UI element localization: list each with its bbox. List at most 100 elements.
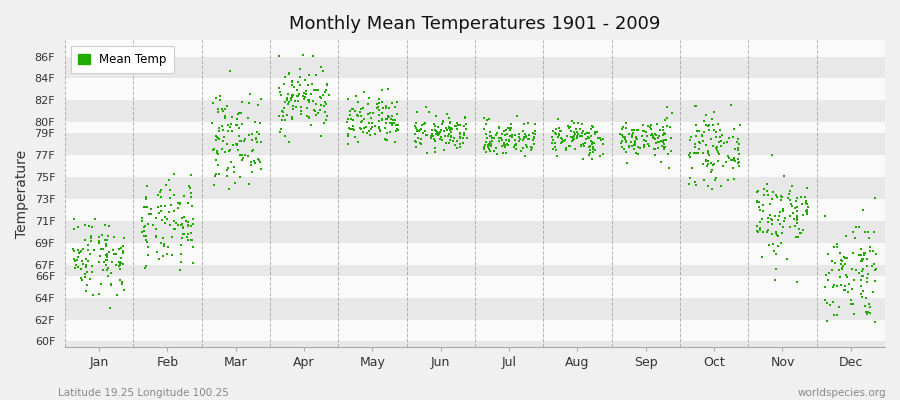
Point bbox=[509, 113, 524, 119]
Point bbox=[574, 133, 589, 140]
Point bbox=[78, 263, 93, 269]
Point bbox=[617, 135, 632, 141]
Point bbox=[709, 145, 724, 151]
Point bbox=[241, 100, 256, 106]
Point bbox=[289, 104, 303, 110]
Point bbox=[718, 159, 733, 165]
Point bbox=[216, 108, 230, 114]
Point bbox=[450, 144, 464, 151]
Point bbox=[491, 124, 506, 130]
Point bbox=[305, 53, 320, 59]
Point bbox=[751, 223, 765, 230]
Point bbox=[702, 152, 716, 158]
Point bbox=[626, 127, 640, 134]
Point bbox=[861, 301, 876, 307]
Point bbox=[498, 142, 512, 148]
Point bbox=[565, 137, 580, 143]
Point bbox=[497, 128, 511, 134]
Point bbox=[408, 131, 422, 137]
Point bbox=[644, 125, 658, 132]
Point bbox=[505, 134, 519, 140]
Point bbox=[508, 136, 523, 143]
Point bbox=[479, 139, 493, 145]
Point bbox=[115, 281, 130, 287]
Point bbox=[410, 125, 424, 131]
Point bbox=[613, 131, 627, 137]
Point bbox=[766, 189, 780, 195]
Point bbox=[513, 136, 527, 142]
Point bbox=[456, 135, 471, 141]
Point bbox=[453, 133, 467, 140]
Point bbox=[788, 223, 803, 229]
Point bbox=[382, 114, 397, 120]
Point bbox=[173, 267, 187, 273]
Point bbox=[85, 263, 99, 270]
Point bbox=[419, 150, 434, 156]
Point bbox=[720, 139, 734, 146]
Point bbox=[165, 234, 179, 240]
Point bbox=[563, 134, 578, 140]
Point bbox=[78, 264, 93, 270]
Point bbox=[830, 241, 844, 247]
Point bbox=[354, 126, 368, 132]
Point bbox=[174, 242, 188, 248]
Point bbox=[417, 120, 431, 127]
Point bbox=[316, 68, 330, 74]
Point bbox=[298, 77, 312, 84]
Point bbox=[558, 136, 572, 143]
Point bbox=[652, 145, 666, 151]
Point bbox=[343, 108, 357, 114]
Point bbox=[112, 260, 127, 267]
Point bbox=[84, 238, 98, 245]
Point bbox=[212, 124, 227, 131]
Bar bbox=[65, 155, 885, 177]
Point bbox=[730, 139, 744, 145]
Point bbox=[428, 131, 443, 138]
Point bbox=[440, 127, 454, 133]
Point bbox=[549, 147, 563, 154]
Point bbox=[375, 110, 390, 116]
Point bbox=[861, 228, 876, 235]
Point bbox=[296, 92, 310, 99]
Point bbox=[148, 234, 163, 240]
Point bbox=[833, 282, 848, 288]
Point bbox=[618, 125, 633, 131]
Point bbox=[234, 120, 248, 127]
Point bbox=[380, 116, 394, 122]
Point bbox=[818, 297, 832, 303]
Point bbox=[683, 150, 698, 156]
Point bbox=[820, 300, 834, 306]
Point bbox=[310, 110, 325, 116]
Point bbox=[502, 133, 517, 139]
Point bbox=[661, 151, 675, 157]
Point bbox=[766, 241, 780, 247]
Point bbox=[751, 189, 765, 196]
Point bbox=[494, 135, 508, 142]
Point bbox=[409, 119, 423, 126]
Point bbox=[272, 53, 286, 60]
Point bbox=[91, 290, 105, 297]
Point bbox=[375, 116, 390, 122]
Point bbox=[249, 129, 264, 135]
Point bbox=[213, 92, 228, 99]
Point bbox=[830, 244, 844, 250]
Point bbox=[866, 248, 880, 254]
Point bbox=[112, 263, 127, 270]
Point bbox=[764, 216, 778, 222]
Point bbox=[340, 132, 355, 139]
Point bbox=[389, 127, 403, 134]
Point bbox=[234, 110, 248, 116]
Point bbox=[554, 128, 568, 135]
Point bbox=[567, 129, 581, 136]
Point bbox=[363, 110, 377, 117]
Point bbox=[709, 129, 724, 135]
Point bbox=[785, 203, 799, 209]
Point bbox=[100, 251, 114, 257]
Point bbox=[428, 112, 443, 119]
Point bbox=[572, 131, 586, 138]
Point bbox=[209, 171, 223, 177]
Point bbox=[453, 135, 467, 142]
Point bbox=[286, 106, 301, 112]
Point bbox=[868, 195, 883, 201]
Point bbox=[413, 140, 428, 146]
